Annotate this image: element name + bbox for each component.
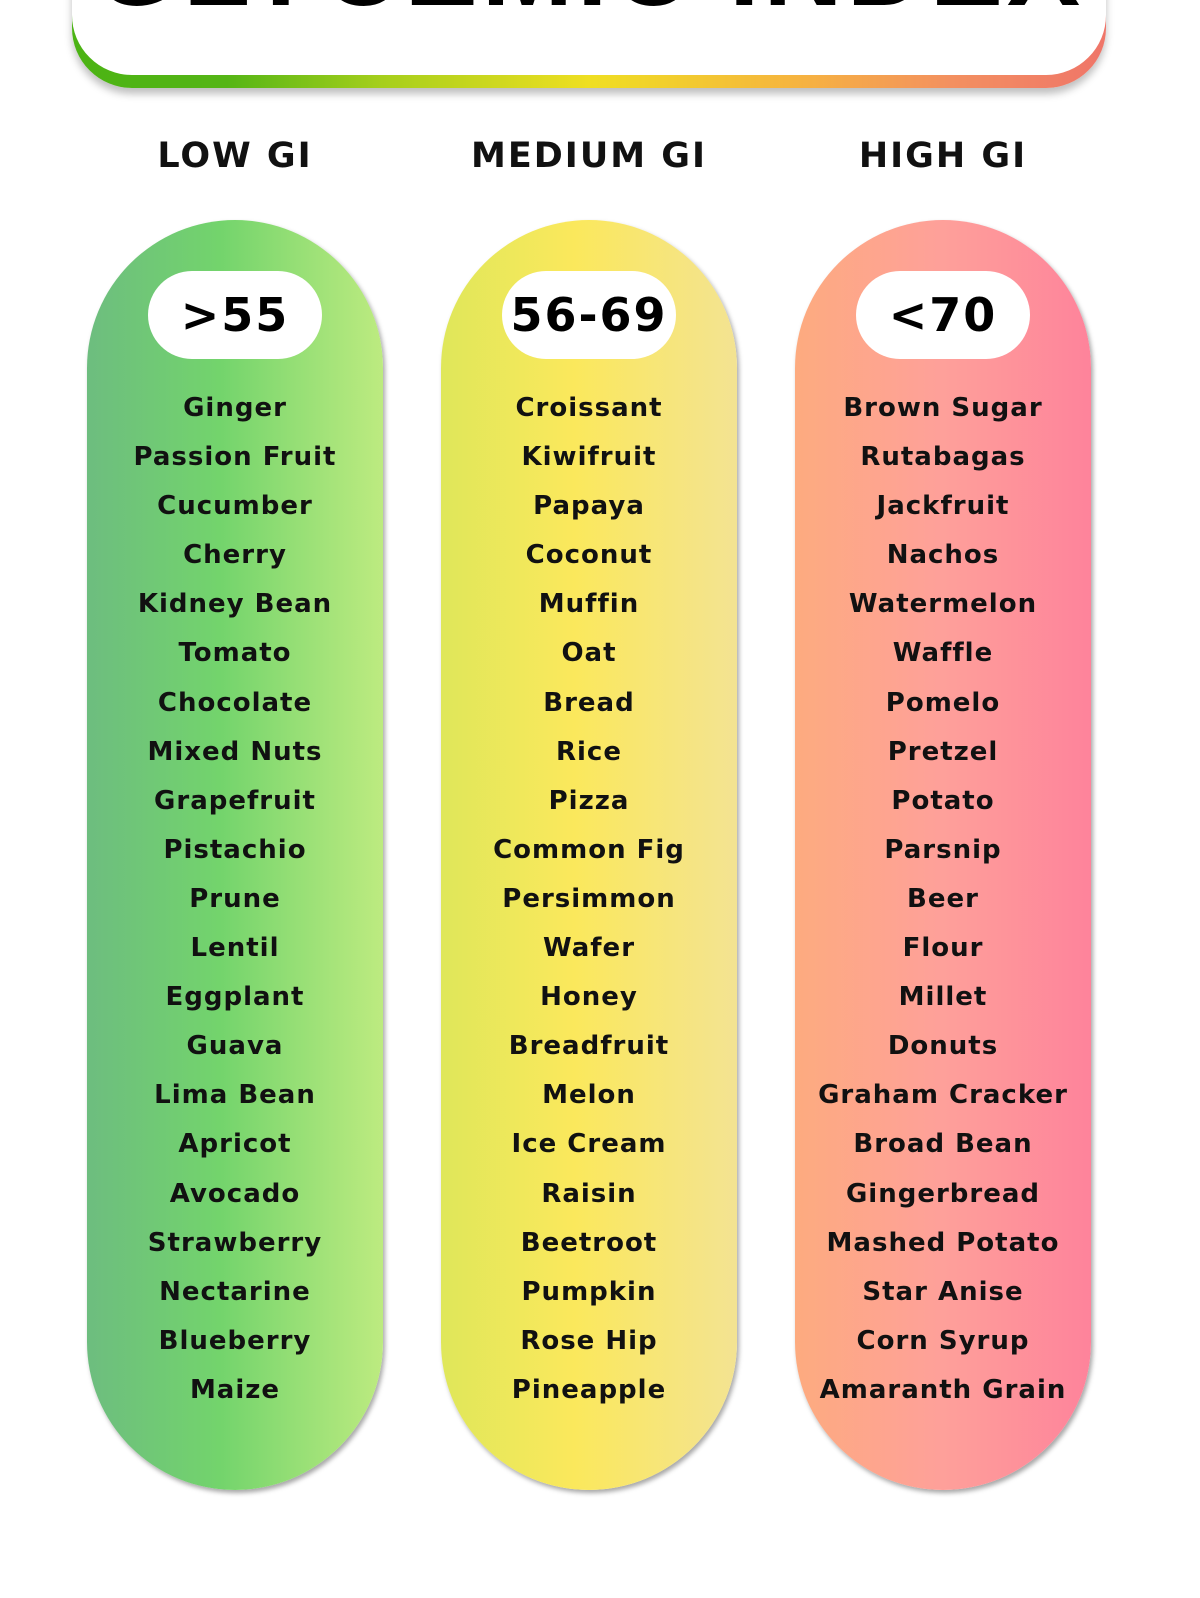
list-item: Pistachio bbox=[163, 834, 307, 865]
column-heading-medium: MEDIUM GI bbox=[471, 136, 707, 176]
list-item: Mashed Potato bbox=[826, 1227, 1060, 1258]
list-item: Brown Sugar bbox=[843, 393, 1043, 423]
list-item: Pizza bbox=[548, 785, 630, 816]
list-item: Beer bbox=[907, 883, 979, 914]
list-item: Graham Cracker bbox=[818, 1080, 1068, 1111]
list-item: Apricot bbox=[178, 1129, 292, 1160]
list-item: Wafer bbox=[542, 933, 636, 964]
list-item: Corn Syrup bbox=[856, 1325, 1030, 1356]
list-item: Nachos bbox=[886, 540, 1000, 571]
list-item: Pretzel bbox=[887, 736, 999, 767]
list-item: Papaya bbox=[533, 491, 645, 522]
list-item: Kidney Bean bbox=[137, 589, 333, 620]
range-badge: <70 bbox=[856, 271, 1030, 359]
list-item: Passion Fruit bbox=[133, 442, 337, 473]
list-item: Melon bbox=[542, 1080, 636, 1111]
list-item: Prune bbox=[189, 883, 281, 914]
list-item: Honey bbox=[540, 982, 638, 1013]
list-item: Lentil bbox=[190, 933, 280, 964]
range-badge: >55 bbox=[148, 271, 322, 359]
list-item: Amaranth Grain bbox=[819, 1374, 1067, 1405]
list-item: Jackfruit bbox=[876, 491, 1010, 522]
list-item: Parsnip bbox=[884, 834, 1002, 865]
list-item: Breadfruit bbox=[508, 1031, 670, 1062]
range-badge: 56-69 bbox=[502, 271, 676, 359]
list-item: Donuts bbox=[887, 1031, 999, 1062]
list-item: Blueberry bbox=[158, 1325, 312, 1356]
list-item: Flour bbox=[902, 933, 984, 964]
food-list: Croissant Kiwifruit Papaya Coconut Muffin Oat… bbox=[441, 390, 737, 1421]
column-heading-low: LOW GI bbox=[157, 136, 313, 176]
list-item: Guava bbox=[186, 1031, 284, 1062]
list-item: Waffle bbox=[892, 638, 994, 669]
high-gi-column: <70 Brown Sugar Rutabagas Jackfruit Nachos W… bbox=[795, 220, 1091, 1490]
list-item: Muffin bbox=[538, 589, 640, 620]
list-item: Millet bbox=[898, 982, 988, 1013]
list-item: Nectarine bbox=[159, 1276, 311, 1307]
list-item: Ice Cream bbox=[511, 1129, 667, 1160]
list-item: Grapefruit bbox=[154, 785, 316, 816]
list-item: Bread bbox=[543, 687, 635, 718]
column-heading-high: HIGH GI bbox=[858, 136, 1028, 176]
medium-gi-column: 56-69 Croissant Kiwifruit Papaya Coconut Muf… bbox=[441, 220, 737, 1490]
list-item: Star Anise bbox=[862, 1276, 1024, 1307]
list-item: Pomelo bbox=[885, 687, 1001, 718]
list-item: Watermelon bbox=[848, 589, 1038, 620]
list-item: Tomato bbox=[178, 638, 292, 669]
title-banner: GLYCEMIC INDEX bbox=[72, 0, 1106, 75]
list-item: Common Fig bbox=[493, 834, 685, 865]
list-item: Lima Bean bbox=[154, 1080, 316, 1111]
page-title: GLYCEMIC INDEX bbox=[82, 0, 1095, 31]
list-item: Mixed Nuts bbox=[147, 736, 323, 767]
list-item: Oat bbox=[561, 638, 617, 669]
list-item: Kiwifruit bbox=[521, 442, 657, 473]
list-item: Maize bbox=[189, 1374, 281, 1405]
list-item: Strawberry bbox=[147, 1227, 323, 1258]
list-item: Croissant bbox=[515, 393, 663, 423]
list-item: Cherry bbox=[183, 540, 287, 571]
list-item: Pumpkin bbox=[521, 1276, 657, 1307]
list-item: Gingerbread bbox=[845, 1178, 1041, 1209]
list-item: Ginger bbox=[183, 393, 287, 423]
list-item: Chocolate bbox=[157, 687, 313, 718]
list-item: Coconut bbox=[525, 540, 653, 571]
food-list: Ginger Passion Fruit Cucumber Cherry Kidney … bbox=[87, 390, 383, 1421]
list-item: Rose Hip bbox=[520, 1325, 658, 1356]
list-item: Avocado bbox=[169, 1178, 301, 1209]
list-item: Persimmon bbox=[502, 883, 676, 914]
list-item: Beetroot bbox=[520, 1227, 658, 1258]
list-item: Rice bbox=[556, 736, 622, 767]
food-list: Brown Sugar Rutabagas Jackfruit Nachos Water… bbox=[795, 390, 1091, 1421]
list-item: Pineapple bbox=[511, 1374, 667, 1405]
list-item: Rutabagas bbox=[860, 442, 1026, 473]
list-item: Eggplant bbox=[165, 982, 305, 1013]
list-item: Raisin bbox=[541, 1178, 637, 1209]
list-item: Broad Bean bbox=[853, 1129, 1033, 1160]
low-gi-column: >55 Ginger Passion Fruit Cucumber Cherry Kid… bbox=[87, 220, 383, 1490]
list-item: Cucumber bbox=[157, 491, 313, 522]
list-item: Potato bbox=[891, 785, 995, 816]
